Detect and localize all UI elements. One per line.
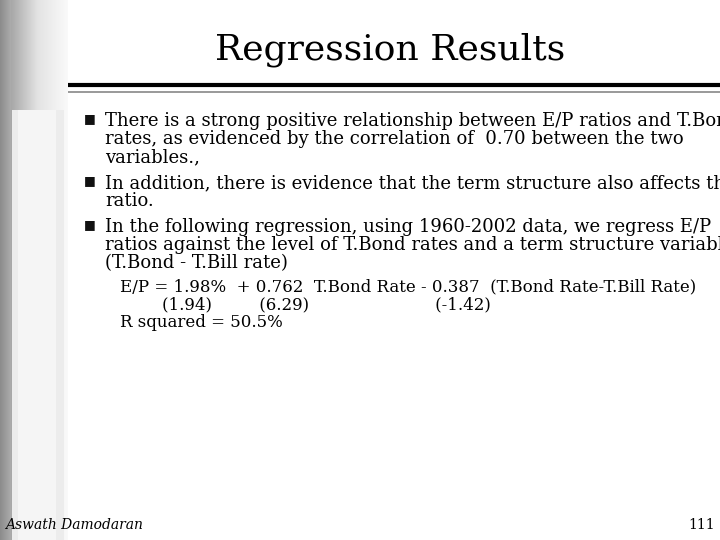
Bar [45,0,46,540]
Bar [18,110,56,540]
Text: 111: 111 [688,518,715,532]
Bar [7,0,8,540]
Bar [20,0,21,540]
Bar [53,0,54,540]
Bar [5,0,6,540]
Text: (T.Bond - T.Bill rate): (T.Bond - T.Bill rate) [105,254,288,272]
Bar [2,0,3,540]
Bar [34,0,35,540]
Bar [21,0,22,540]
Text: ratio.: ratio. [105,192,154,210]
Bar [55,0,56,540]
Bar [67,0,68,540]
Bar [30,0,31,540]
Bar [50,0,51,540]
Bar [10,0,11,540]
Bar [64,0,65,540]
Bar [40,0,41,540]
Bar [28,0,29,540]
Bar [37,0,38,540]
Bar [4,0,5,540]
Bar [59,0,60,540]
Text: (1.94)         (6.29)                        (-1.42): (1.94) (6.29) (-1.42) [120,296,491,313]
Bar [46,0,47,540]
Bar [6,0,7,540]
Bar [17,0,18,540]
Bar [14,0,15,540]
Bar [15,0,16,540]
Bar [13,0,14,540]
Bar [36,0,37,540]
Bar [44,0,45,540]
Bar [48,0,49,540]
Bar [62,0,63,540]
Bar [32,0,33,540]
Text: ■: ■ [84,218,96,231]
Bar [0,0,1,540]
Bar [61,0,62,540]
Bar [63,0,64,540]
Bar [57,0,58,540]
Text: R squared = 50.5%: R squared = 50.5% [120,314,283,331]
Bar [51,0,52,540]
Text: Aswath Damodaran: Aswath Damodaran [5,518,143,532]
Bar [24,0,25,540]
Bar [33,0,34,540]
Text: variables.,: variables., [105,148,200,166]
Bar [56,0,57,540]
Bar [31,0,32,540]
Text: In addition, there is evidence that the term structure also affects the PE: In addition, there is evidence that the … [105,174,720,192]
Text: E/P = 1.98%  + 0.762  T.Bond Rate - 0.387  (T.Bond Rate-T.Bill Rate): E/P = 1.98% + 0.762 T.Bond Rate - 0.387 … [120,278,696,295]
Bar [29,0,30,540]
Bar [1,0,2,540]
Text: ■: ■ [84,112,96,125]
Bar [19,0,20,540]
Bar [60,0,61,540]
Text: ■: ■ [84,174,96,187]
Bar [35,0,36,540]
Bar [3,0,4,540]
Text: In the following regression, using 1960-2002 data, we regress E/P: In the following regression, using 1960-… [105,218,711,236]
Bar [22,0,23,540]
Bar [12,0,13,540]
Bar [49,0,50,540]
Bar [43,0,44,540]
Bar [25,0,26,540]
Text: rates, as evidenced by the correlation of  0.70 between the two: rates, as evidenced by the correlation o… [105,130,683,148]
Bar [18,0,19,540]
Bar [66,0,67,540]
Bar [23,0,24,540]
Bar [11,0,12,540]
Bar [9,0,10,540]
Bar [39,0,40,540]
Text: Regression Results: Regression Results [215,33,565,68]
Text: There is a strong positive relationship between E/P ratios and T.Bond: There is a strong positive relationship … [105,112,720,130]
Bar [65,0,66,540]
Bar [41,0,42,540]
Bar [54,0,55,540]
Bar [58,0,59,540]
Bar [26,0,27,540]
Bar [27,0,28,540]
Bar [42,0,43,540]
Bar [12,110,64,540]
Bar [8,0,9,540]
Bar [47,0,48,540]
Bar [38,0,39,540]
Text: ratios against the level of T.Bond rates and a term structure variable: ratios against the level of T.Bond rates… [105,236,720,254]
Bar [52,0,53,540]
Bar [16,0,17,540]
